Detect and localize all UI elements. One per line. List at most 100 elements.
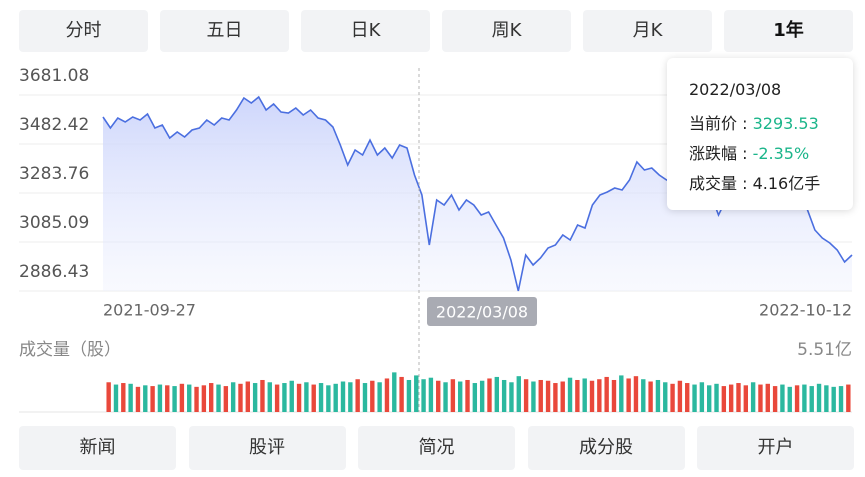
tab[interactable]: 1年 <box>724 10 853 52</box>
volume-bar <box>406 379 412 412</box>
volume-bar <box>479 380 485 412</box>
tooltip-value: 3293.53 <box>752 114 819 133</box>
volume-bar <box>311 384 316 412</box>
tooltip-row: 成交量 : 4.16亿手 <box>689 170 820 194</box>
volume-bar <box>648 381 653 412</box>
y-tick-label: 2886.43 <box>19 262 89 282</box>
volume-bar <box>216 384 221 412</box>
tab[interactable]: 月K <box>583 10 712 52</box>
tab[interactable]: 周K <box>442 10 571 52</box>
volume-bar <box>765 383 770 412</box>
volume-bar <box>135 386 141 412</box>
button[interactable]: 股评 <box>188 426 346 470</box>
volume-bar <box>575 379 580 412</box>
volume-bar <box>370 380 375 412</box>
volume-bar <box>794 385 800 412</box>
volume-bar <box>838 386 844 412</box>
volume-bar <box>589 380 595 412</box>
x-tick-label: 2022-10-12 <box>759 301 852 320</box>
volume-bar <box>487 378 492 412</box>
volume-bar <box>699 382 705 412</box>
volume-bar <box>230 382 236 412</box>
tooltip-label: 涨跌幅 : <box>689 144 753 163</box>
volume-bar <box>831 386 836 412</box>
volume-bar <box>619 375 624 412</box>
tooltip: 2022/03/08 当前价 : 3293.53 涨跌幅 : -2.35% 成交… <box>667 58 853 210</box>
x-tick-label: 2021-09-27 <box>103 301 196 320</box>
volume-bar <box>428 377 434 412</box>
volume-bar <box>692 384 697 412</box>
tab[interactable]: 五日 <box>160 10 289 52</box>
y-tick-label: 3482.42 <box>19 115 89 135</box>
tooltip-label: 当前价 : <box>689 114 753 133</box>
volume-bar <box>238 383 243 412</box>
volume-bar <box>494 376 500 412</box>
tooltip-row: 当前价 : 3293.53 <box>689 110 819 134</box>
volume-bar <box>787 386 792 412</box>
volume-bar <box>750 382 756 412</box>
button[interactable]: 开户 <box>697 426 854 470</box>
y-tick-label: 3283.76 <box>19 164 89 184</box>
volume-bar <box>172 386 177 412</box>
volume-bar <box>252 383 258 412</box>
volume-bar <box>179 383 185 412</box>
volume-bar <box>780 384 785 412</box>
volume-bar <box>443 382 448 412</box>
button[interactable]: 新闻 <box>19 426 176 470</box>
volume-bar <box>113 384 119 412</box>
volume-bar <box>728 384 734 412</box>
volume-bar <box>597 379 602 412</box>
volume-bar <box>611 379 617 412</box>
volume-bar <box>824 385 829 412</box>
volume-bar <box>567 377 573 412</box>
tooltip-value: -2.35% <box>752 144 810 163</box>
volume-bar <box>501 379 507 412</box>
volume-bar <box>465 379 470 412</box>
volume-bar <box>392 372 397 412</box>
volume-bar <box>274 384 280 412</box>
tab[interactable]: 日K <box>301 10 430 52</box>
volume-bar <box>340 381 346 412</box>
volume-bar <box>553 383 558 412</box>
volume-bar <box>304 382 309 412</box>
volume-bar <box>194 386 199 412</box>
volume-bar <box>289 380 294 412</box>
tab[interactable]: 分时 <box>19 10 148 52</box>
button[interactable]: 成分股 <box>527 426 685 470</box>
volume-bar <box>516 376 521 412</box>
volume-bar <box>677 380 683 412</box>
volume-bar <box>333 383 338 412</box>
volume-bar <box>245 381 251 412</box>
volume-bar <box>150 386 155 412</box>
volume-bar <box>670 383 675 412</box>
volume-bar <box>846 384 851 412</box>
volume-bar <box>296 383 302 412</box>
volume-bar <box>348 382 353 412</box>
volume-bar <box>802 384 807 412</box>
volume-bar <box>560 381 565 412</box>
button[interactable]: 简况 <box>358 426 515 470</box>
volume-bar <box>772 386 778 412</box>
volume-bar <box>223 386 229 412</box>
volume-bar <box>509 382 514 412</box>
tooltip-row: 涨跌幅 : -2.35% <box>689 140 809 164</box>
volume-bar <box>523 379 529 412</box>
volume-bar <box>157 384 163 412</box>
volume-bar <box>706 385 712 412</box>
volume-bar <box>399 376 404 412</box>
volume-bar <box>655 379 661 412</box>
volume-bar <box>641 379 646 412</box>
tooltip-value: 4.16亿手 <box>752 174 821 193</box>
volume-bar <box>326 385 331 412</box>
volume-bar <box>582 378 587 412</box>
volume-bar <box>282 383 287 412</box>
volume-bar <box>545 380 551 412</box>
volume-bar <box>436 380 441 412</box>
volume-bar <box>165 385 170 412</box>
y-tick-label: 3681.08 <box>19 66 89 86</box>
volume-bar <box>121 383 126 412</box>
volume-bar <box>208 383 214 412</box>
volume-bar <box>450 379 456 412</box>
volume-bar <box>531 381 536 412</box>
